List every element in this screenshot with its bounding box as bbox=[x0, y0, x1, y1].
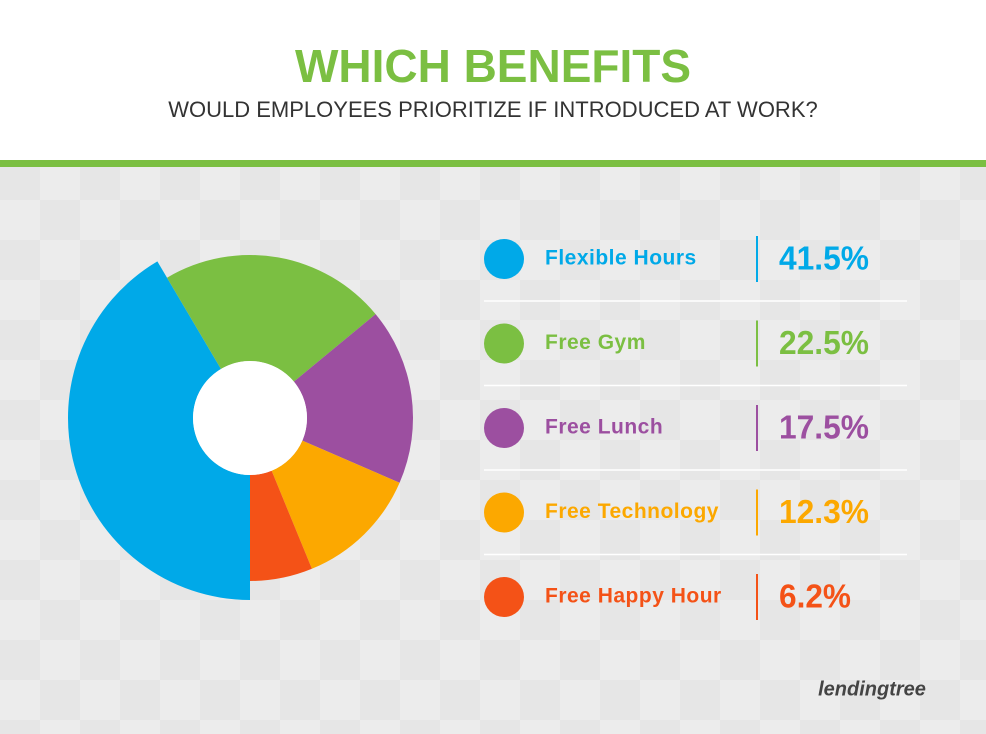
pie-slice bbox=[293, 314, 413, 483]
value-label: 17.5% bbox=[779, 409, 869, 446]
pie-slice bbox=[271, 440, 400, 569]
pie-slice bbox=[250, 470, 312, 581]
legend-label: Free Happy Hour bbox=[545, 585, 722, 608]
pie-slice bbox=[167, 254, 376, 382]
legend-swatch bbox=[484, 492, 524, 533]
legend-swatch bbox=[484, 323, 524, 364]
header-bg bbox=[0, 0, 986, 160]
value-label: 6.2% bbox=[779, 578, 851, 615]
legend-label: Free Technology bbox=[545, 500, 719, 523]
legend-label: Free Gym bbox=[545, 331, 646, 354]
legend-label: Free Lunch bbox=[545, 416, 663, 439]
pie-slice bbox=[67, 261, 250, 600]
donut-hole bbox=[193, 361, 307, 475]
legend-label: Flexible Hours bbox=[545, 247, 697, 270]
brand-logo: lendingtree bbox=[818, 678, 926, 700]
value-label: 12.3% bbox=[779, 493, 869, 530]
chart-title: WHICH BENEFITS bbox=[295, 40, 691, 92]
value-label: 22.5% bbox=[779, 324, 869, 361]
header-rule bbox=[0, 160, 986, 167]
value-label: 41.5% bbox=[779, 240, 869, 277]
chart-subtitle: WOULD EMPLOYEES PRIORITIZE IF INTRODUCED… bbox=[168, 97, 817, 122]
legend-swatch bbox=[484, 239, 524, 279]
legend-swatch bbox=[484, 577, 524, 617]
legend-swatch bbox=[484, 408, 524, 448]
